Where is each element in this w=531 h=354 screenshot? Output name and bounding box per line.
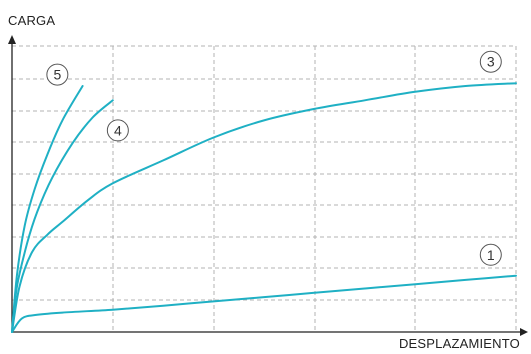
series-label-circle: [106, 119, 129, 142]
series-line-1: [11, 274, 517, 333]
series-line-3: [11, 82, 517, 333]
series-labels: 1 3 4 5: [46, 50, 502, 266]
x-axis-label: DESPLAZAMIENTO: [399, 336, 520, 351]
series-label-1: 1: [479, 243, 502, 266]
series-label-text: 3: [487, 54, 495, 70]
series-label-text: 5: [53, 67, 61, 83]
grid-lines: [12, 45, 517, 332]
series-line-4: [11, 99, 114, 333]
series-label-text: 1: [487, 247, 495, 263]
series-label-3: 3: [479, 50, 502, 73]
series-label-4: 4: [106, 119, 129, 142]
y-axis-arrow: [8, 35, 16, 44]
series-label-circle: [479, 243, 502, 266]
series-label-circle: [46, 63, 69, 86]
axes: [8, 35, 528, 336]
y-axis-label: CARGA: [8, 13, 55, 28]
series-label-text: 4: [114, 122, 122, 138]
x-axis-arrow: [520, 328, 528, 336]
series-lines: [11, 82, 517, 333]
series-line-5: [11, 85, 84, 333]
series-label-circle: [479, 50, 502, 73]
series-label-5: 5: [46, 63, 69, 86]
